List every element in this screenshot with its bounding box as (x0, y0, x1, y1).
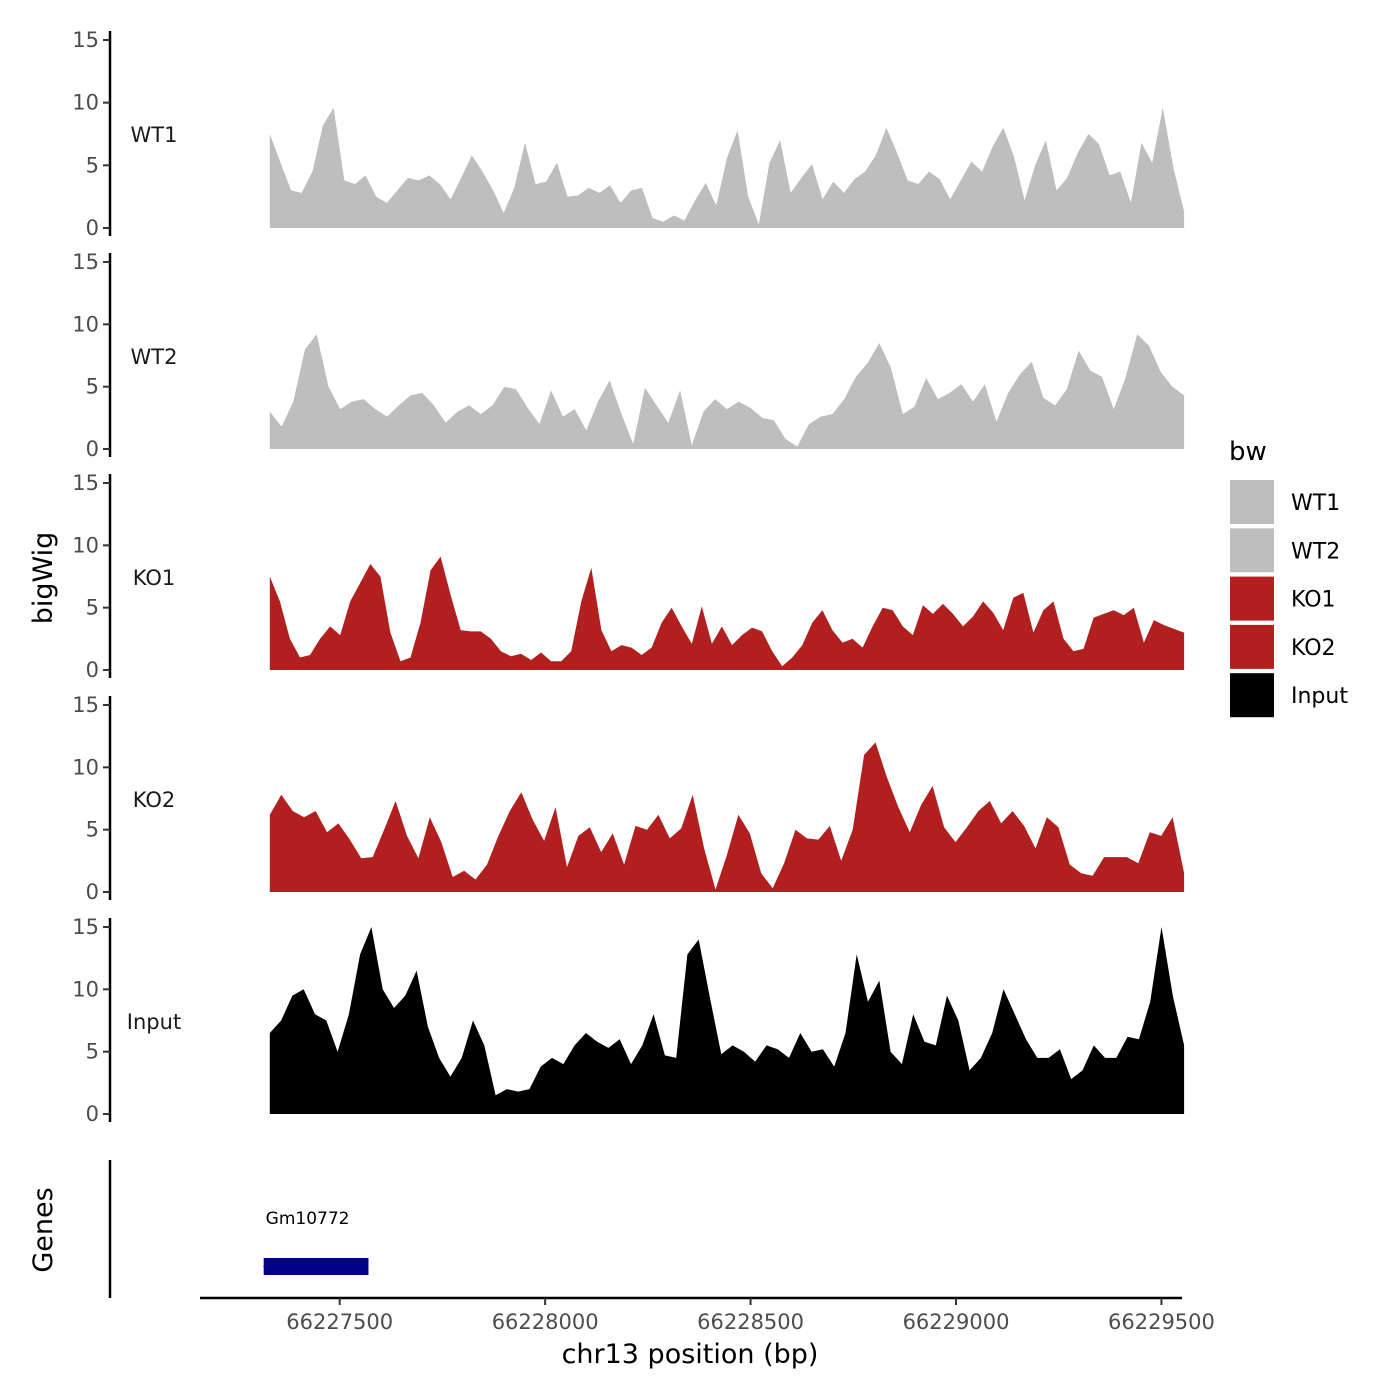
x-tick-label: 66229500 (1108, 1310, 1215, 1334)
gene-strand-arrow (263, 1260, 273, 1273)
y-tick-label-wt2: 10 (72, 312, 99, 336)
legend-label-wt2: WT2 (1291, 539, 1340, 564)
legend-label-input: Input (1291, 684, 1348, 709)
y-tick-label-input: 15 (72, 915, 99, 939)
track-label-input: Input (127, 1010, 181, 1034)
y-tick-label-ko1: 15 (72, 471, 99, 495)
y-tick-label-wt2: 15 (72, 250, 99, 274)
area-wt1 (269, 107, 1185, 228)
y-tick-label-ko1: 10 (72, 533, 99, 557)
y-tick-label-wt1: 0 (86, 216, 99, 240)
x-tick-label: 66229000 (903, 1310, 1010, 1334)
legend-swatch-wt1 (1230, 480, 1274, 524)
legend-swatch-ko1 (1230, 576, 1274, 621)
legend-swatch-input (1230, 673, 1274, 718)
legend-label-ko1: KO1 (1291, 588, 1336, 613)
track-ko1: 0 5 10 15 KO1 (72, 471, 1185, 682)
track-label-ko1: KO1 (133, 566, 176, 590)
area-ko2 (269, 742, 1185, 892)
legend-swatch-ko2 (1230, 624, 1274, 669)
y-tick-label-ko1: 0 (86, 658, 99, 682)
tracks-layer: 0 5 10 15 WT1 0 5 10 15 WT2 0 5 10 15 KO1 0 5 10 15 KO2 0 5 10… (72, 28, 1185, 1126)
track-wt1: 0 5 10 15 WT1 (72, 28, 1185, 240)
y-tick-label-input: 10 (72, 977, 99, 1001)
y-tick-label-ko2: 15 (72, 693, 99, 717)
x-tick-label: 66227500 (286, 1310, 393, 1334)
y-tick-label-ko2: 5 (86, 818, 99, 842)
gene-body-gm10772 (263, 1258, 369, 1275)
y-axis-title-genes: Genes (28, 1187, 59, 1272)
legend-swatch-wt2 (1230, 528, 1274, 573)
track-label-wt1: WT1 (131, 123, 178, 147)
area-ko1 (269, 556, 1185, 670)
area-input (269, 927, 1185, 1114)
legend-title: bw (1229, 437, 1267, 467)
y-axis-title-bigwig: bigWig (28, 532, 59, 625)
area-wt2 (269, 334, 1185, 449)
y-tick-label-wt2: 5 (86, 375, 99, 399)
y-tick-label-wt2: 0 (86, 437, 99, 461)
y-tick-label-ko2: 0 (86, 880, 99, 904)
y-tick-label-wt1: 5 (86, 153, 99, 177)
track-wt2: 0 5 10 15 WT2 (72, 250, 1185, 461)
legend-label-ko2: KO2 (1291, 636, 1336, 661)
track-ko2: 0 5 10 15 KO2 (72, 693, 1185, 904)
track-label-ko2: KO2 (133, 788, 176, 812)
genes-panel: Gm10772 (108, 1160, 369, 1298)
x-tick-label: 66228000 (492, 1310, 599, 1334)
track-label-wt2: WT2 (131, 345, 178, 369)
x-axis: 66227500 66228000 66228500 66229000 66229500 (200, 1296, 1215, 1334)
y-tick-label-ko1: 5 (86, 596, 99, 620)
track-input: 0 5 10 15 Input (72, 915, 1185, 1126)
y-tick-label-wt1: 15 (72, 28, 99, 52)
y-tick-label-wt1: 10 (72, 91, 99, 115)
y-tick-label-input: 0 (86, 1102, 99, 1126)
x-axis-title: chr13 position (bp) (562, 1339, 819, 1370)
legend-label-wt1: WT1 (1291, 491, 1340, 516)
y-tick-label-input: 5 (86, 1040, 99, 1064)
gene-label: Gm10772 (266, 1209, 350, 1229)
y-tick-label-ko2: 10 (72, 755, 99, 779)
legend: bw WT1 WT2 KO1 KO2 Input (1229, 437, 1348, 718)
x-tick-label: 66228500 (697, 1310, 804, 1334)
